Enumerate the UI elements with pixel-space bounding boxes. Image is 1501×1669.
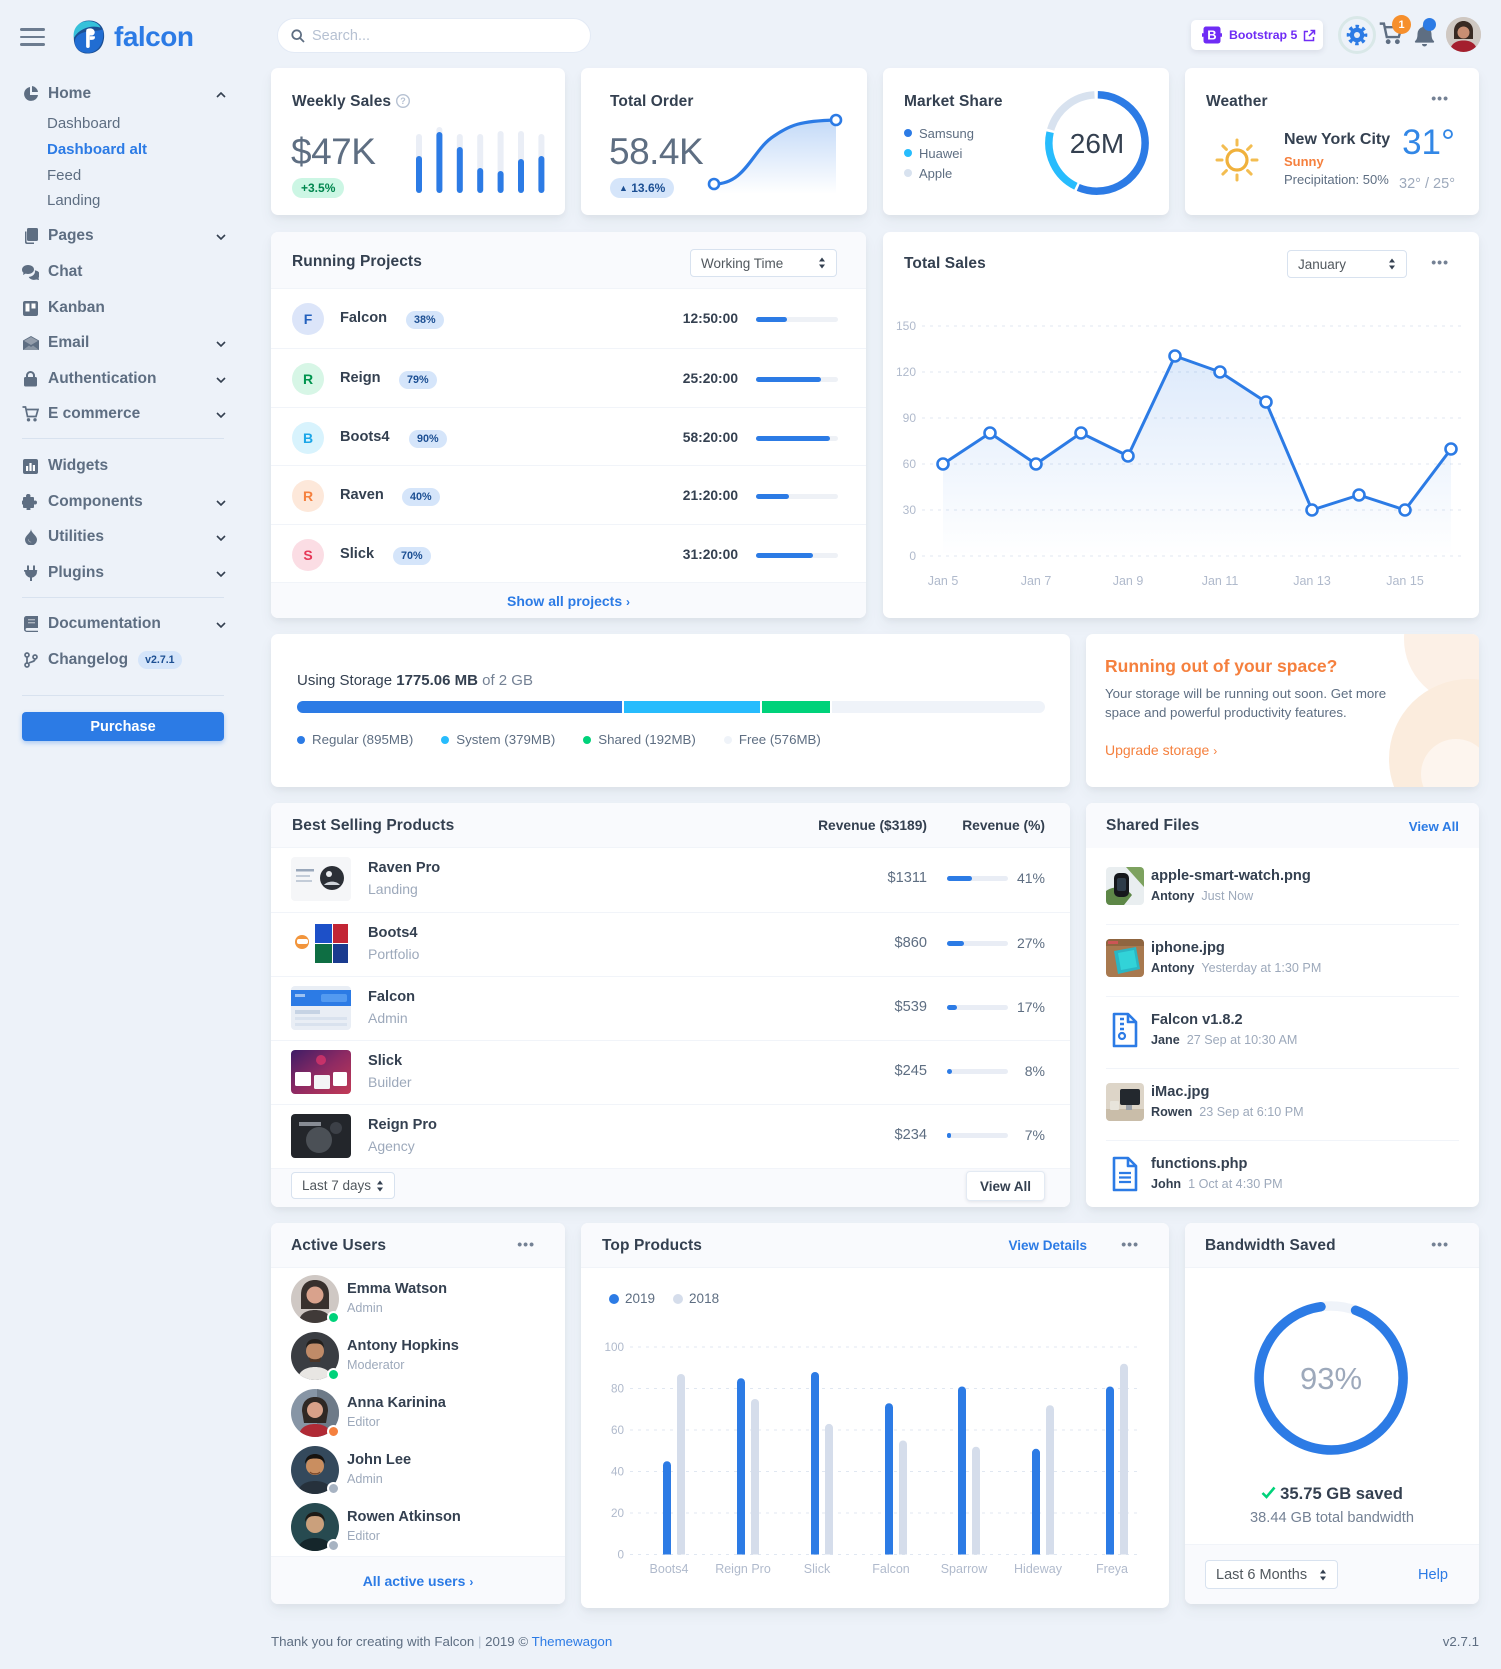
svg-text:80: 80: [611, 1383, 625, 1396]
svg-text:Sparrow: Sparrow: [941, 1562, 989, 1576]
svg-text:26M: 26M: [1070, 128, 1124, 159]
svg-text:40: 40: [611, 1466, 625, 1479]
svg-text:20: 20: [611, 1507, 625, 1520]
svg-text:Slick: Slick: [804, 1562, 831, 1576]
svg-text:120: 120: [896, 365, 916, 379]
svg-text:Jan 13: Jan 13: [1293, 574, 1331, 588]
svg-text:0: 0: [617, 1549, 624, 1562]
svg-text:150: 150: [896, 319, 916, 333]
svg-text:Reign Pro: Reign Pro: [715, 1562, 771, 1576]
svg-text:Jan 11: Jan 11: [1202, 574, 1239, 588]
svg-text:Hideway: Hideway: [1014, 1562, 1063, 1576]
svg-text:Jan 7: Jan 7: [1021, 574, 1052, 588]
svg-text:100: 100: [604, 1341, 624, 1354]
svg-text:60: 60: [611, 1424, 625, 1437]
svg-text:0: 0: [909, 549, 916, 563]
svg-text:90: 90: [903, 411, 917, 425]
svg-text:Jan 5: Jan 5: [928, 574, 959, 588]
svg-text:Jan 9: Jan 9: [1113, 574, 1144, 588]
svg-text:Falcon: Falcon: [872, 1562, 910, 1576]
svg-text:?: ?: [400, 96, 406, 106]
svg-text:Boots4: Boots4: [650, 1562, 689, 1576]
svg-text:Jan 15: Jan 15: [1386, 574, 1424, 588]
svg-text:B: B: [1207, 28, 1216, 43]
svg-text:60: 60: [903, 457, 917, 471]
svg-text:Freya: Freya: [1096, 1562, 1128, 1576]
svg-text:30: 30: [903, 503, 917, 517]
svg-text:93%: 93%: [1300, 1361, 1362, 1396]
